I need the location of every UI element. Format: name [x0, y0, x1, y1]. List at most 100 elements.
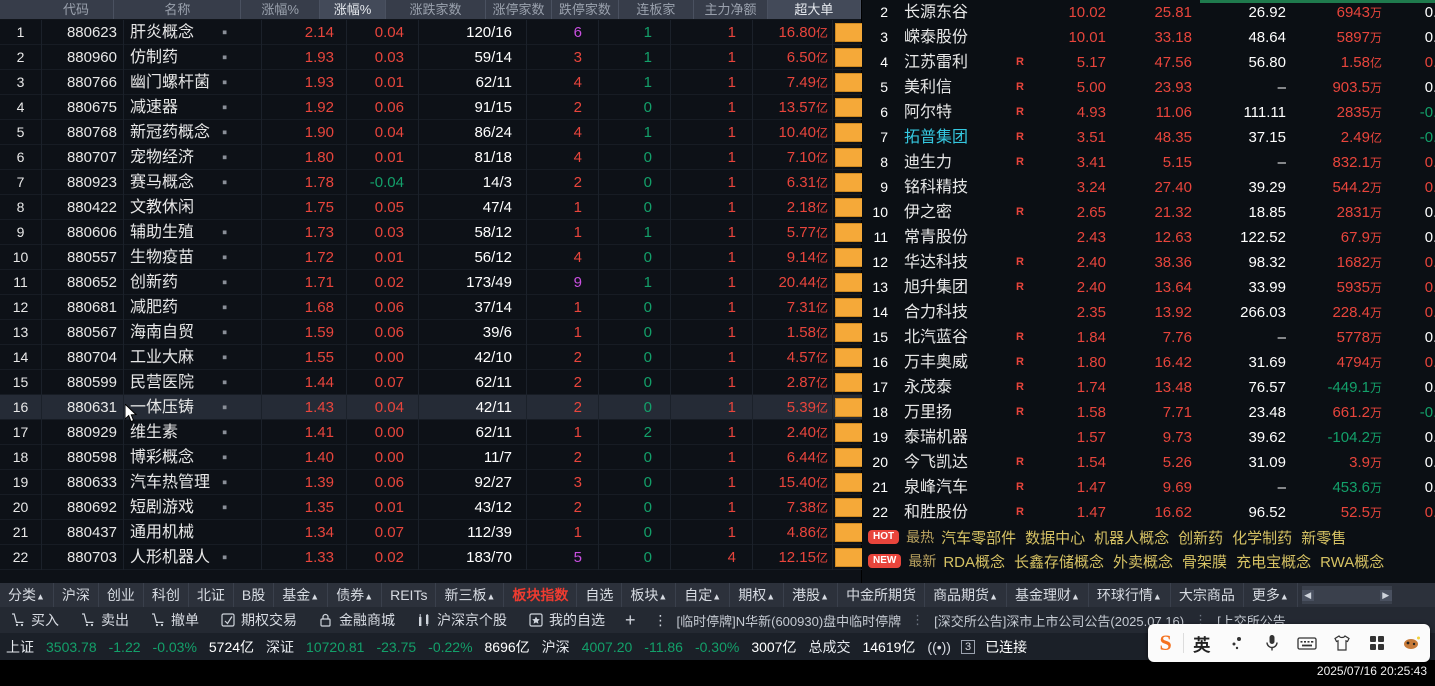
row-name[interactable]: 海南自贸 — [130, 323, 195, 341]
row-name[interactable]: 宠物经济 — [130, 148, 195, 166]
header-name[interactable]: 名称 — [114, 0, 242, 19]
table-row[interactable]: 14 合力科技 2.35 13.92 266.03 228.4万 0.22 — [862, 300, 1435, 325]
row-name[interactable]: 仿制药 — [130, 48, 179, 66]
sogou-ime-toolbar[interactable]: S 英 — [1148, 624, 1430, 662]
header-up-down-count[interactable]: 涨跌家数 — [386, 0, 486, 19]
table-row[interactable]: 9 铭科精技 3.24 27.40 39.29 544.2万 0.15 — [862, 175, 1435, 200]
table-row[interactable]: 19 泰瑞机器 1.57 9.73 39.62 -104.2万 0.00 — [862, 425, 1435, 450]
concept-tag[interactable]: 骨架膜 — [1182, 553, 1228, 571]
row-code[interactable]: 880704 — [42, 344, 124, 370]
row-code[interactable]: 880766 — [42, 69, 124, 95]
table-row[interactable]: 22 和胜股份 R 1.47 16.62 96.52 52.5万 0.06 — [862, 500, 1435, 525]
row-code[interactable]: 880652 — [42, 269, 124, 295]
row-stock-name[interactable]: 华达科技 — [904, 254, 969, 271]
apps-icon[interactable] — [1360, 624, 1395, 662]
table-row[interactable]: 4 江苏雷利 R 5.17 47.56 56.80 1.58亿 0.17 — [862, 50, 1435, 75]
emoji-icon[interactable] — [1219, 624, 1254, 662]
concept-tag[interactable]: 新零售 — [1301, 529, 1347, 547]
row-stock-name[interactable]: 合力科技 — [904, 304, 969, 321]
row-code[interactable]: 880437 — [42, 519, 124, 545]
row-stock-name[interactable]: 泉峰汽车 — [904, 479, 969, 496]
toolbar-button-撤单[interactable]: 撤单 — [140, 610, 210, 630]
connection-count[interactable]: 3 — [960, 639, 976, 654]
row-code[interactable]: 880631 — [42, 394, 124, 420]
row-stock-name[interactable]: 永茂泰 — [904, 379, 953, 396]
sogou-logo-icon[interactable]: S — [1148, 624, 1183, 662]
row-code[interactable]: 880567 — [42, 319, 124, 345]
row-code[interactable]: 880929 — [42, 419, 124, 445]
nav-item-科创[interactable]: 科创 — [144, 583, 189, 607]
row-code[interactable]: 880633 — [42, 469, 124, 495]
row-code[interactable]: 880923 — [42, 169, 124, 195]
nav-item-环球行情[interactable]: 环球行情▲ — [1089, 583, 1171, 607]
nav-scroll-right-icon[interactable]: ▶ — [1379, 589, 1392, 601]
concept-tag[interactable]: RDA概念 — [943, 553, 1006, 571]
row-name[interactable]: 通用机械 — [130, 523, 195, 541]
table-row[interactable]: 16 万丰奥威 R 1.80 16.42 31.69 4794万 0.12 — [862, 350, 1435, 375]
table-row[interactable]: 8 迪生力 R 3.41 5.15 – 832.1万 0.19 — [862, 150, 1435, 175]
row-name[interactable]: 减速器 — [130, 98, 179, 116]
header-consecutive-boards[interactable]: 连板家 — [619, 0, 695, 19]
table-row[interactable]: 13 旭升集团 R 2.40 13.64 33.99 5935万 0.07 — [862, 275, 1435, 300]
table-row[interactable]: 1880623肝炎概念▪2.140.04120/1661116.80亿12.11… — [0, 19, 862, 45]
market-category-navbar[interactable]: 分类▲ 沪深 创业 科创 北证 B股 基金▲ 债券▲ REITs 新三板▲ 板块指数 自选 板块▲ 自定▲… — [0, 583, 1435, 607]
row-code[interactable]: 880606 — [42, 219, 124, 245]
nav-item-分类[interactable]: 分类▲ — [0, 583, 54, 607]
table-row[interactable]: 3 嵘泰股份 10.01 33.18 48.64 5897万 0.00 — [862, 25, 1435, 50]
table-row[interactable]: 7 拓普集团 R 3.51 48.35 37.15 2.49亿 -0.13 — [862, 125, 1435, 150]
mic-icon[interactable] — [1254, 624, 1289, 662]
row-stock-name[interactable]: 万里扬 — [904, 404, 953, 421]
row-stock-name[interactable]: 铭科精技 — [904, 179, 969, 196]
row-stock-name[interactable]: 常青股份 — [904, 229, 969, 246]
toolbar-button-我的自选[interactable]: 我的自选 — [518, 610, 616, 630]
ticker-item[interactable]: [临时停牌]N华新(600930)盘中临时停牌 — [676, 613, 902, 629]
header-main-net-amount[interactable]: 主力净额 — [694, 0, 768, 19]
add-tab-button[interactable]: + — [625, 609, 636, 630]
header-limit-up-count[interactable]: 涨停家数 — [486, 0, 553, 19]
nav-item-商品期货[interactable]: 商品期货▲ — [925, 583, 1007, 607]
row-name[interactable]: 博彩概念 — [130, 448, 195, 466]
news-ticker[interactable]: [临时停牌]N华新(600930)盘中临时停牌 ⋮ [深交所公告]深市上市公司公告(… — [677, 611, 1286, 630]
row-stock-name[interactable]: 拓普集团 — [904, 129, 969, 146]
nav-item-港股[interactable]: 港股▲ — [784, 583, 839, 607]
row-name[interactable]: 生物疫苗 — [130, 248, 195, 266]
row-name[interactable]: 维生素 — [130, 423, 179, 441]
row-stock-name[interactable]: 今飞凯达 — [904, 454, 969, 471]
table-row[interactable]: 17 永茂泰 R 1.74 13.48 76.57 -449.1万 0.00 — [862, 375, 1435, 400]
row-code[interactable]: 880692 — [42, 494, 124, 520]
row-stock-name[interactable]: 万丰奥威 — [904, 354, 969, 371]
row-name[interactable]: 短剧游戏 — [130, 498, 195, 516]
ticker-item[interactable]: [深交所公告]深市上市公司公告(2025.07.16) — [934, 613, 1185, 629]
nav-item-REITs[interactable]: REITs — [382, 583, 437, 607]
row-stock-name[interactable]: 泰瑞机器 — [904, 429, 969, 446]
row-stock-name[interactable]: 迪生力 — [904, 154, 953, 171]
nav-item-板块指数[interactable]: 板块指数 — [504, 583, 578, 607]
row-code[interactable]: 880675 — [42, 94, 124, 120]
nav-item-基金理财[interactable]: 基金理财▲ — [1007, 583, 1089, 607]
row-code[interactable]: 880681 — [42, 294, 124, 320]
row-stock-name[interactable]: 美利信 — [904, 79, 953, 96]
nav-item-大宗商品[interactable]: 大宗商品 — [1171, 583, 1244, 607]
nav-item-B股[interactable]: B股 — [234, 583, 275, 607]
nav-item-更多[interactable]: 更多▲ — [1244, 583, 1298, 607]
toolbar-more-button[interactable]: ⋮ — [653, 611, 668, 628]
row-name[interactable]: 人形机器人 — [130, 548, 211, 566]
toolbar-button-沪深京个股[interactable]: 沪深京个股 — [406, 610, 518, 630]
row-name[interactable]: 文教休闲 — [130, 198, 195, 216]
keyboard-icon[interactable] — [1290, 624, 1325, 662]
nav-item-期权[interactable]: 期权▲ — [730, 583, 785, 607]
row-code[interactable]: 880422 — [42, 194, 124, 220]
header-super-large-order[interactable]: 超大单 — [767, 0, 861, 19]
